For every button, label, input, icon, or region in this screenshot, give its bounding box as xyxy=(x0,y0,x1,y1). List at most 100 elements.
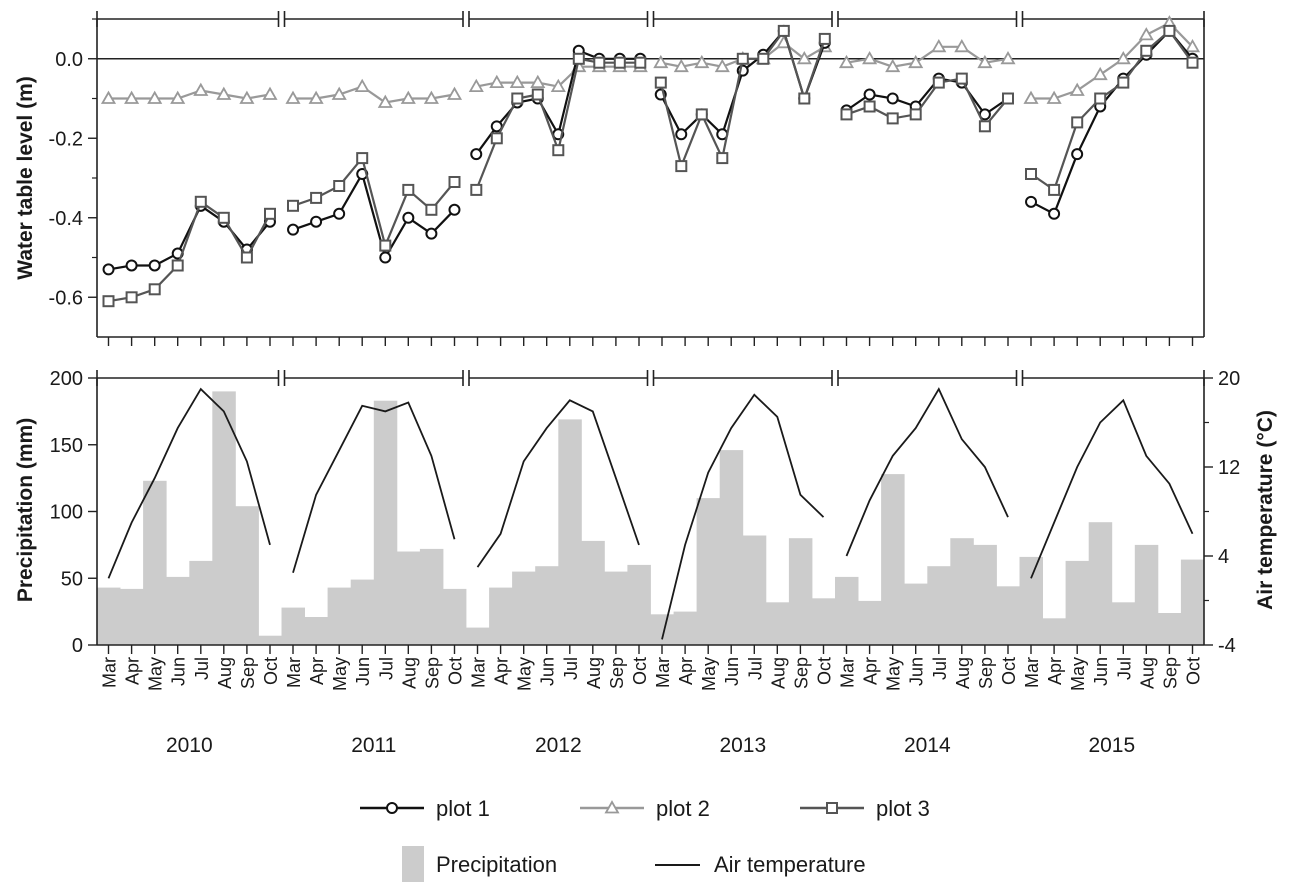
plot-1-point-2011-0 xyxy=(287,223,300,236)
plot-3-point-2013-7 xyxy=(798,92,811,105)
month-label-2014-mar: Mar xyxy=(838,657,858,688)
plot-3-point-2014-0 xyxy=(840,108,853,121)
legend-label-air-temperature: Air temperature xyxy=(714,852,866,877)
month-label-2013-apr: Apr xyxy=(676,657,696,685)
water-table-y-tick-label-3: 0.0 xyxy=(55,49,83,71)
precipitation-bar-2011-mar xyxy=(281,607,305,645)
temperature-y-tick-label-1: 4 xyxy=(1218,546,1229,568)
year-label-2013: 2013 xyxy=(719,734,766,757)
plot-3-point-2012-5 xyxy=(572,52,585,65)
plot-3-point-2015-0 xyxy=(1025,168,1037,180)
plot-3-point-2013-6 xyxy=(777,24,790,37)
air-temperature-line-2013 xyxy=(661,393,825,640)
plot-2-point-2014-7 xyxy=(1000,50,1016,65)
precipitation-bar-2010-may xyxy=(143,480,167,645)
plot-3-point-2011-6 xyxy=(425,203,438,216)
month-label-2013-sep: Sep xyxy=(791,657,811,689)
plot-3-point-2014-4 xyxy=(932,76,945,89)
air-temperature-line-2011 xyxy=(292,401,456,573)
month-label-2014-jul: Jul xyxy=(930,657,950,680)
precipitation-y-tick-label-0: 0 xyxy=(72,635,83,657)
month-label-2013-aug: Aug xyxy=(768,657,788,689)
month-label-2010-sep: Sep xyxy=(238,657,258,689)
month-label-2014-apr: Apr xyxy=(861,657,881,685)
plot-3-point-2013-3 xyxy=(716,152,729,165)
month-label-2014-jun: Jun xyxy=(907,657,927,686)
month-label-2010-oct: Oct xyxy=(261,657,281,685)
plot-2-point-2015-5 xyxy=(1138,27,1154,41)
month-label-2014-sep: Sep xyxy=(976,657,996,689)
plot-3-point-2011-7 xyxy=(448,176,461,188)
month-label-2015-may: May xyxy=(1068,657,1088,691)
plot-3-point-2014-5 xyxy=(955,72,968,85)
precipitation-bar-2012-jul xyxy=(558,419,582,645)
plot-3-point-2013-2 xyxy=(695,108,708,121)
precipitation-bar-2013-sep xyxy=(788,538,813,645)
precipitation-bar-2012-may xyxy=(512,571,536,645)
plot-3-point-2012-2 xyxy=(511,92,524,105)
plot-2-point-2013-1 xyxy=(673,58,689,73)
plot-3-point-2013-4 xyxy=(736,52,749,65)
plot-3-point-2015-7 xyxy=(1186,56,1199,69)
legend-marker-plot-3 xyxy=(826,802,838,814)
plot-3-point-2014-2 xyxy=(886,112,899,125)
precipitation-y-tick-label-4: 200 xyxy=(50,368,83,390)
precipitation-bar-2011-oct xyxy=(442,588,467,645)
plot-2-point-2013-3 xyxy=(714,58,730,73)
precipitation-bar-2012-mar xyxy=(466,627,490,645)
month-label-2010-may: May xyxy=(146,657,166,691)
air-temperature-line-2010 xyxy=(107,387,271,579)
legend-label-plot-1: plot 1 xyxy=(436,796,490,821)
month-label-2012-apr: Apr xyxy=(492,657,512,685)
month-label-2013-may: May xyxy=(699,657,719,691)
month-label-2015-aug: Aug xyxy=(1137,657,1157,689)
month-label-2013-jul: Jul xyxy=(745,657,765,680)
plot-3-point-2012-8 xyxy=(634,56,647,69)
precipitation-bar-2010-sep xyxy=(235,506,259,645)
plot-3-point-2012-7 xyxy=(613,56,626,69)
plot-3-line-2015 xyxy=(1030,29,1194,192)
precipitation-bar-2011-may xyxy=(327,587,352,645)
precipitation-bar-2014-apr xyxy=(858,600,882,645)
precipitation-bar-2015-sep xyxy=(1157,613,1182,645)
air-temperature-line-2012 xyxy=(476,399,640,568)
month-label-2015-jun: Jun xyxy=(1091,657,1111,686)
plot-1-point-2014-1 xyxy=(863,88,876,101)
plot-3-point-2015-5 xyxy=(1140,44,1153,57)
precipitation-bar-2013-may xyxy=(696,498,721,645)
water-table-y-tick-label-2: -0.2 xyxy=(49,128,83,150)
plot-2-point-2011-7 xyxy=(446,86,463,100)
plot-2-point-2011-4 xyxy=(377,94,393,108)
precipitation-bar-2010-oct xyxy=(258,635,282,645)
precipitation-bar-2015-may xyxy=(1065,560,1090,645)
month-label-2010-mar: Mar xyxy=(100,657,120,688)
plot-3-point-2010-5 xyxy=(217,211,230,224)
plot-3-point-2013-1 xyxy=(675,160,688,173)
plot-3-point-2015-6 xyxy=(1163,24,1176,37)
plot-2-point-2010-3 xyxy=(170,90,186,104)
plot-2-point-2011-3 xyxy=(354,78,370,92)
precipitation-bar-2015-jun xyxy=(1088,522,1113,645)
plot-2-point-2010-1 xyxy=(124,90,140,104)
month-label-2010-apr: Apr xyxy=(123,657,143,685)
month-label-2012-aug: Aug xyxy=(584,657,604,689)
plot-2-point-2013-7 xyxy=(796,50,812,65)
month-label-2013-oct: Oct xyxy=(815,657,835,685)
month-label-2015-oct: Oct xyxy=(1184,657,1204,685)
precipitation-bar-2011-apr xyxy=(304,617,329,645)
plot-3-point-2013-8 xyxy=(818,32,831,45)
air-temperature-line-2015 xyxy=(1030,398,1194,579)
precipitation-bar-2010-jun xyxy=(166,576,190,645)
precipitation-bar-2011-aug xyxy=(396,551,421,645)
plot-3-point-2012-4 xyxy=(552,144,565,157)
plot-1-point-2011-4 xyxy=(379,251,392,264)
plot-3-point-2010-1 xyxy=(125,291,138,304)
precipitation-bar-2014-may xyxy=(881,474,905,645)
plot-3-point-2014-1 xyxy=(863,100,876,113)
plot-1-point-2015-0 xyxy=(1025,195,1038,208)
plot-2-point-2011-1 xyxy=(308,90,324,104)
plot-2-point-2014-1 xyxy=(862,50,878,65)
precipitation-y-tick-label-1: 50 xyxy=(61,568,83,590)
precipitation-bar-2012-oct xyxy=(627,564,651,645)
temperature-y-tick-label-3: 20 xyxy=(1218,368,1240,390)
